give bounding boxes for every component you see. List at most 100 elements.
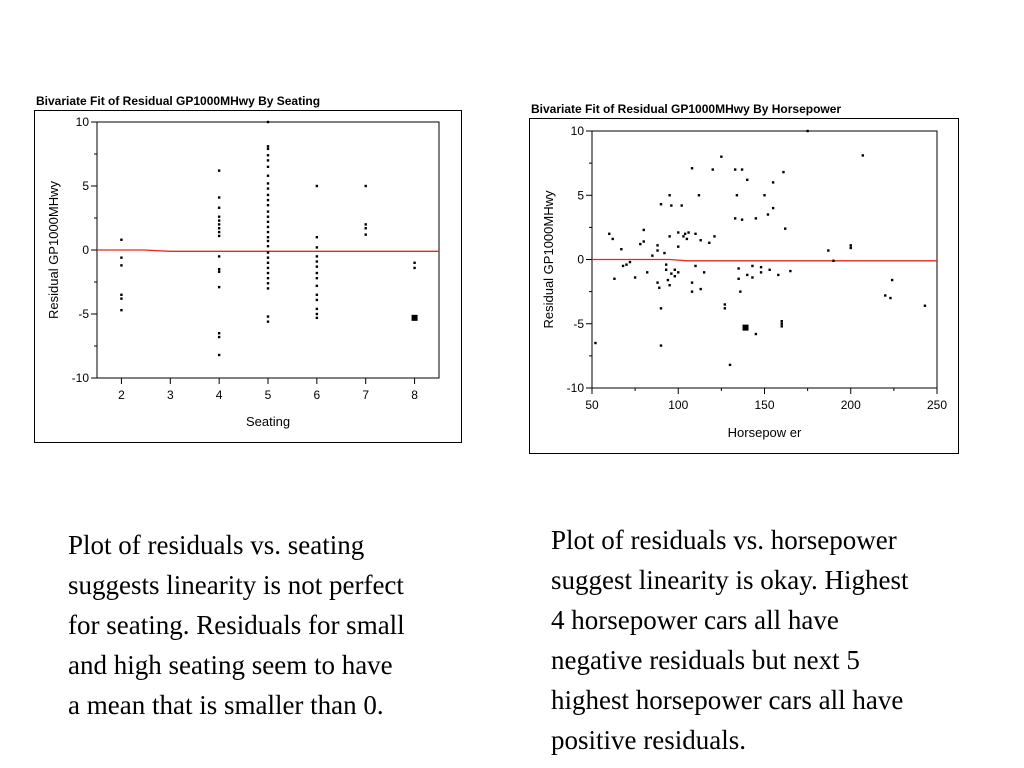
data-point xyxy=(751,264,754,268)
data-point xyxy=(315,298,319,302)
data-point xyxy=(217,335,221,339)
data-point xyxy=(782,170,785,174)
x-tick-label: 4 xyxy=(216,388,223,402)
data-point xyxy=(266,320,270,323)
data-point xyxy=(594,341,597,345)
y-tick-label: -10 xyxy=(567,381,585,395)
data-point xyxy=(720,155,723,158)
caption-line: and high seating seem to have xyxy=(68,650,393,680)
data-point xyxy=(364,223,367,226)
x-tick-label: 250 xyxy=(927,398,947,412)
data-point xyxy=(677,271,680,274)
data-point xyxy=(694,232,697,235)
data-point xyxy=(677,245,680,248)
y-tick-label: -5 xyxy=(573,317,584,331)
data-point xyxy=(656,244,659,247)
data-point xyxy=(680,204,683,207)
data-point xyxy=(266,266,270,270)
data-point xyxy=(658,286,661,289)
data-point xyxy=(651,254,654,257)
data-point xyxy=(780,319,783,323)
caption-line: Plot of residuals vs. horsepower xyxy=(551,525,897,555)
data-point xyxy=(740,168,744,171)
data-point xyxy=(633,276,637,279)
data-point xyxy=(697,194,701,197)
y-tick-label: 5 xyxy=(577,188,584,202)
data-point xyxy=(628,260,632,264)
data-point xyxy=(315,255,319,258)
data-point xyxy=(659,203,663,206)
data-point xyxy=(120,238,123,241)
fit-line xyxy=(97,249,439,252)
x-tick-label: 7 xyxy=(362,388,369,402)
data-point xyxy=(621,264,625,268)
data-point xyxy=(699,287,702,291)
seating-caption: Plot of residuals vs. seating suggests l… xyxy=(68,525,405,725)
data-point xyxy=(266,244,270,248)
x-tick-label: 3 xyxy=(167,388,174,402)
data-point xyxy=(266,256,270,259)
data-point xyxy=(711,168,714,171)
data-point xyxy=(266,271,270,275)
y-tick-label: 10 xyxy=(76,115,90,129)
x-tick-label: 6 xyxy=(314,388,321,402)
data-point xyxy=(266,282,270,285)
data-point xyxy=(266,145,270,148)
data-point xyxy=(120,308,123,312)
data-point xyxy=(413,266,416,270)
data-point xyxy=(217,234,221,238)
data-point xyxy=(923,304,927,307)
data-point xyxy=(217,353,221,357)
data-point xyxy=(266,276,270,280)
horsepower-caption: Plot of residuals vs. horsepower suggest… xyxy=(551,520,908,760)
data-point xyxy=(780,322,783,325)
data-point-large xyxy=(742,324,749,331)
data-point xyxy=(702,271,706,274)
data-point xyxy=(642,240,645,243)
data-point xyxy=(771,206,775,210)
data-point xyxy=(673,275,676,278)
data-point xyxy=(646,271,649,274)
data-point xyxy=(663,251,666,255)
x-axis-label: Seating xyxy=(246,414,290,429)
data-point xyxy=(666,278,670,282)
data-point xyxy=(266,187,270,190)
data-point xyxy=(364,184,367,188)
data-point xyxy=(315,312,319,316)
y-tick-label: -10 xyxy=(72,371,90,385)
data-point xyxy=(315,307,319,311)
data-point xyxy=(266,174,270,177)
data-point xyxy=(639,242,642,246)
y-tick-label: 5 xyxy=(82,179,89,193)
y-tick-label: 0 xyxy=(82,243,89,257)
data-point xyxy=(315,271,319,275)
data-point xyxy=(608,232,611,235)
data-point xyxy=(217,270,221,273)
data-point xyxy=(723,303,727,306)
data-point xyxy=(739,290,742,293)
data-point xyxy=(217,219,221,222)
data-point xyxy=(806,129,809,133)
data-point xyxy=(780,325,783,328)
data-point xyxy=(315,246,319,249)
data-point xyxy=(759,271,763,274)
data-point xyxy=(673,268,676,271)
data-point xyxy=(266,193,270,197)
data-point xyxy=(728,363,732,367)
data-point xyxy=(884,294,887,297)
data-point xyxy=(642,228,645,232)
data-point xyxy=(723,307,727,310)
data-point xyxy=(217,268,221,271)
data-point xyxy=(266,147,270,151)
data-point xyxy=(768,268,771,271)
data-point xyxy=(620,248,623,251)
data-point xyxy=(217,332,221,335)
data-point xyxy=(664,268,668,271)
caption-line: a mean that is smaller than 0. xyxy=(68,690,384,720)
data-point xyxy=(677,231,680,234)
data-point xyxy=(664,263,668,266)
caption-line: suggest linearity is okay. Highest xyxy=(551,565,909,595)
data-point xyxy=(266,239,270,243)
y-axis-label: Residual GP1000MHwy xyxy=(541,190,556,329)
caption-line: 4 horsepower cars all have xyxy=(551,605,839,635)
